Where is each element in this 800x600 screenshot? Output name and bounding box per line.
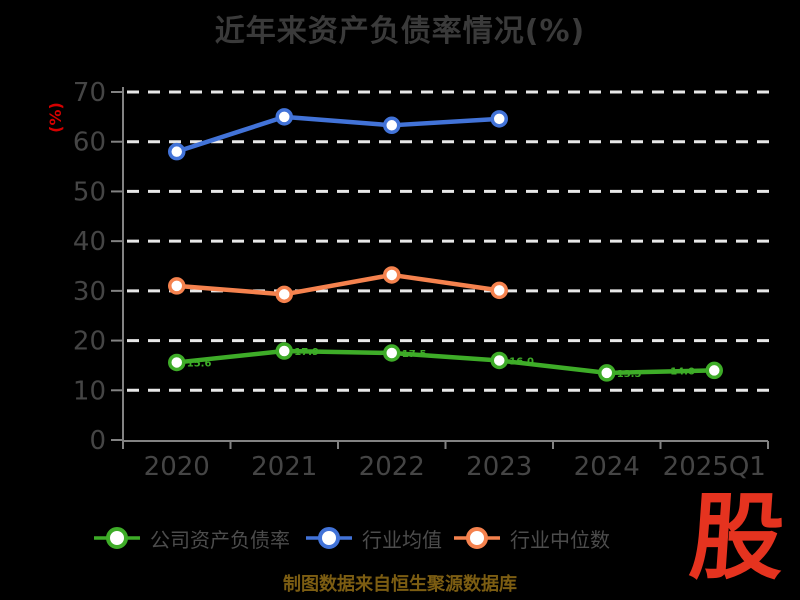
y-tick-label-70: 70 [73,78,106,108]
y-tick-label-40: 40 [73,227,106,257]
legend-label-company-ratio: 公司资产负债率 [150,527,290,552]
data-point-0-2022 [383,344,401,362]
y-tick-label-10: 10 [73,376,106,406]
point-label-0-2024: 13.5 [617,369,642,380]
y-tick-label-60: 60 [73,128,106,158]
x-tick-label-2023: 2023 [466,452,532,482]
data-point-0-2025Q1 [705,361,723,380]
x-tick-label-2022: 2022 [359,452,425,482]
data-point-1-2023 [490,110,508,128]
point-label-0-2021: 17.9 [294,347,319,358]
data-point-1-2022 [383,116,401,135]
data-point-1-2021 [275,108,293,126]
data-point-2-2020 [168,277,186,295]
x-tick-label-2024: 2024 [574,452,640,482]
legend-marker-blue-icon [306,527,352,549]
data-point-0-2024 [598,364,616,382]
legend-label-industry-median: 行业中位数 [510,527,610,552]
legend-dot [106,527,128,549]
stock-watermark-logo: 股 [686,484,788,593]
data-point-2-2023 [490,281,508,300]
series-line-0 [174,348,717,376]
series-line-1 [174,114,502,154]
legend-marker-orange-icon [454,527,500,549]
data-point-2-2022 [383,266,401,284]
legend-marker-green-icon [94,527,140,549]
y-tick-label-30: 30 [73,277,106,307]
chart-legend: 公司资产负债率 行业均值 行业中位数 [0,521,800,555]
data-point-1-2020 [168,142,186,161]
point-label-0-2025Q1: 14.0 [670,366,695,377]
point-label-0-2020: 15.6 [187,358,212,369]
data-point-0-2023 [490,351,508,370]
data-point-2-2021 [275,285,293,304]
chart-title: 近年来资产负债率情况(%) [214,14,586,49]
legend-label-industry-mean: 行业均值 [362,527,442,552]
y-tick-label-0: 0 [89,426,106,456]
x-tick-label-2025Q1: 2025Q1 [663,452,766,482]
legend-item-company-ratio: 公司资产负债率 [93,521,290,555]
series-line-2 [174,272,502,297]
data-point-0-2020 [168,353,186,372]
x-tick-label-2020: 2020 [144,452,210,482]
point-label-0-2023: 16.0 [509,356,534,367]
data-source-note: 制图数据来自恒生聚源数据库 [283,574,517,595]
data-point-0-2021 [275,342,293,360]
x-tick-label-2021: 2021 [251,452,317,482]
legend-dot [318,527,340,549]
chart-canvas: 0 10 20 30 40 50 60 70 2020 2021 2022 2023 2024 2025Q… [73,78,776,482]
y-tick-label-50: 50 [73,177,106,207]
legend-dot [466,527,488,549]
legend-item-industry-mean: 行业均值 [305,521,442,555]
point-label-0-2022: 17.5 [402,349,427,360]
y-tick-label-20: 20 [73,327,106,357]
legend-item-industry-median: 行业中位数 [453,521,610,555]
